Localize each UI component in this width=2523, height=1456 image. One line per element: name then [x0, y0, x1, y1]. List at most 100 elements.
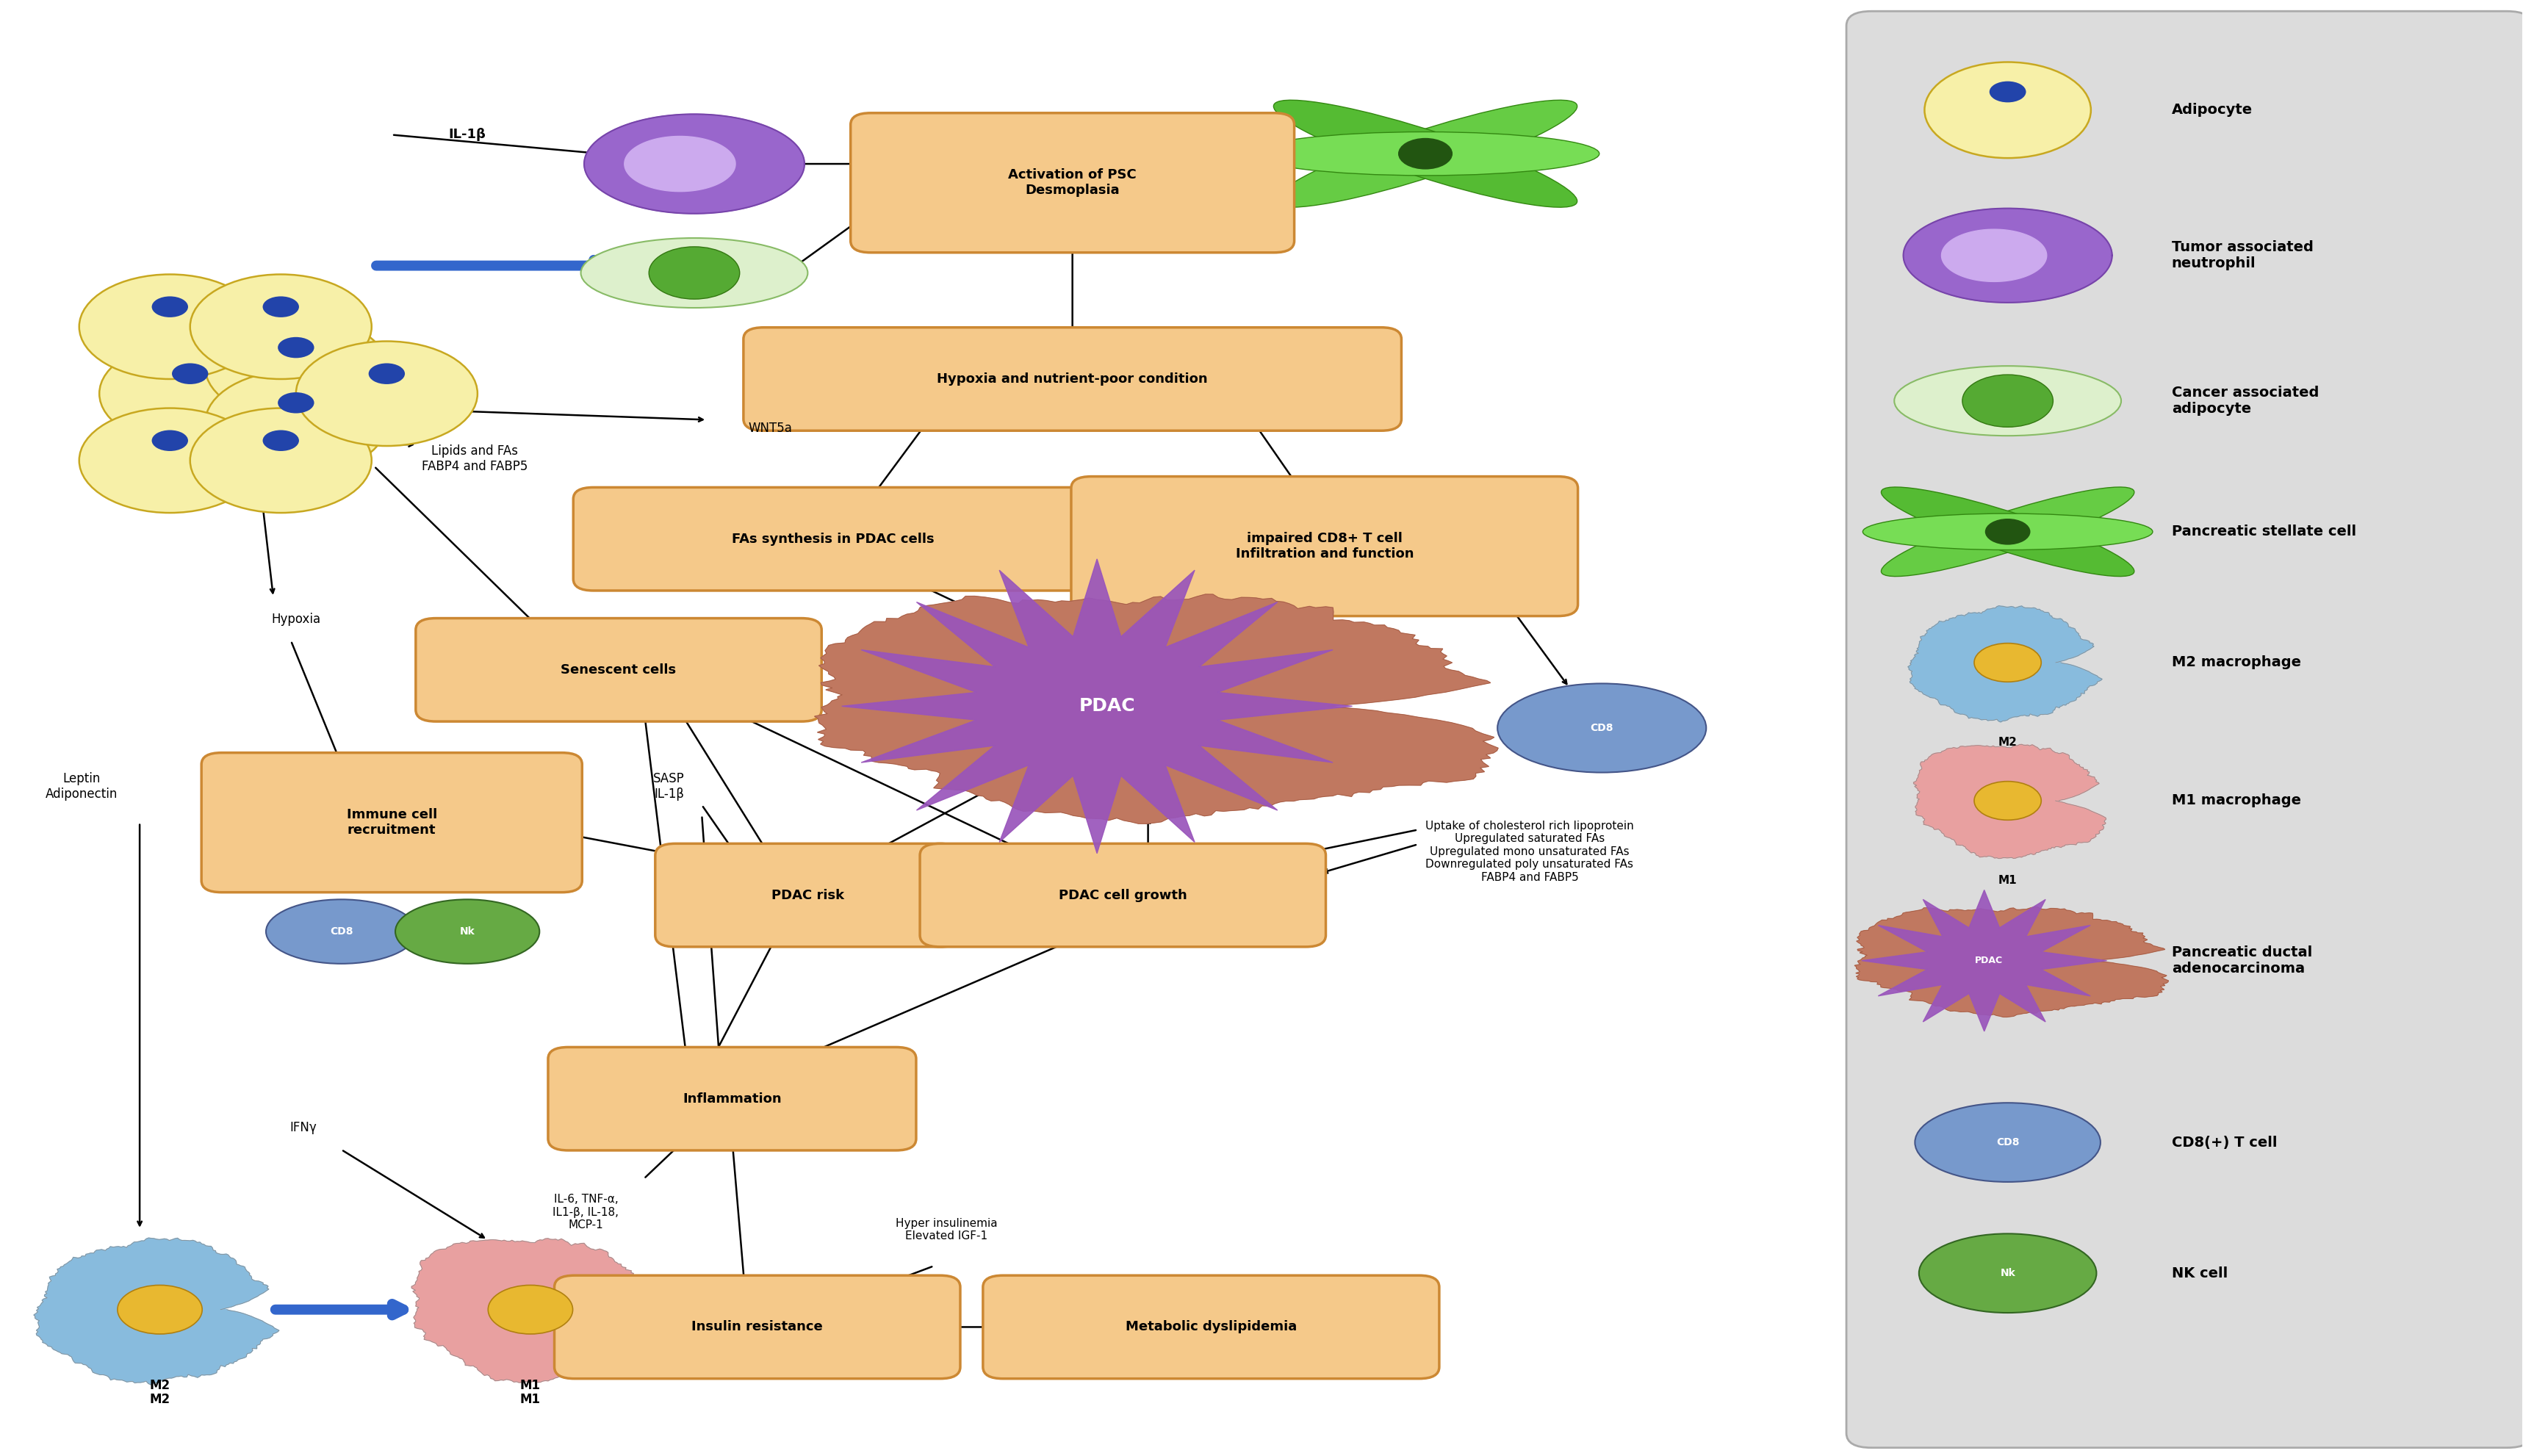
Circle shape: [151, 430, 189, 451]
Text: PDAC risk: PDAC risk: [772, 888, 845, 901]
Text: Metabolic dyslipidemia: Metabolic dyslipidemia: [1125, 1321, 1297, 1334]
Circle shape: [487, 1286, 573, 1334]
Text: SASP
IL-1β: SASP IL-1β: [653, 772, 684, 801]
Text: Insulin resistance: Insulin resistance: [691, 1321, 822, 1334]
Text: PDAC: PDAC: [1080, 697, 1135, 715]
Text: CD8: CD8: [1589, 722, 1612, 734]
Text: M2: M2: [1998, 737, 2018, 748]
Text: Inflammation: Inflammation: [684, 1092, 782, 1105]
Text: Leptin
Adiponectin: Leptin Adiponectin: [45, 772, 119, 801]
Circle shape: [1973, 782, 2041, 820]
Ellipse shape: [1274, 100, 1577, 207]
Text: M1 macrophage: M1 macrophage: [2172, 794, 2301, 808]
Ellipse shape: [396, 900, 540, 964]
Polygon shape: [1862, 890, 2107, 1031]
Circle shape: [1963, 374, 2054, 427]
Polygon shape: [1854, 907, 2167, 1018]
FancyBboxPatch shape: [202, 753, 583, 893]
Ellipse shape: [1251, 132, 1600, 176]
Text: PDAC: PDAC: [1976, 955, 2003, 965]
Circle shape: [648, 246, 739, 298]
Polygon shape: [843, 559, 1352, 853]
Polygon shape: [1902, 208, 2112, 303]
Polygon shape: [815, 594, 1499, 824]
Ellipse shape: [1862, 514, 2152, 550]
FancyBboxPatch shape: [573, 488, 1092, 591]
Text: IL-6, TNF-α,
IL1-β, IL-18,
MCP-1: IL-6, TNF-α, IL1-β, IL-18, MCP-1: [553, 1194, 618, 1230]
Text: CD8: CD8: [1996, 1137, 2018, 1147]
Text: Lipids and FAs
FABP4 and FABP5: Lipids and FAs FABP4 and FABP5: [421, 444, 527, 473]
Text: IFNγ: IFNγ: [290, 1121, 318, 1134]
Ellipse shape: [1499, 683, 1706, 773]
Circle shape: [262, 430, 300, 451]
Circle shape: [295, 341, 477, 446]
Circle shape: [78, 408, 260, 513]
Circle shape: [368, 363, 404, 384]
Ellipse shape: [1882, 488, 2134, 577]
FancyBboxPatch shape: [1072, 476, 1577, 616]
Text: Tumor associated
neutrophil: Tumor associated neutrophil: [2172, 240, 2314, 271]
Circle shape: [204, 370, 386, 475]
FancyBboxPatch shape: [1847, 12, 2523, 1447]
Text: NK cell: NK cell: [2172, 1267, 2228, 1280]
FancyBboxPatch shape: [555, 1275, 961, 1379]
FancyBboxPatch shape: [416, 619, 822, 722]
Polygon shape: [33, 1238, 280, 1385]
Circle shape: [278, 392, 315, 414]
Circle shape: [172, 363, 209, 384]
Text: Uptake of cholesterol rich lipoprotein
Upregulated saturated FAs
Upregulated mon: Uptake of cholesterol rich lipoprotein U…: [1425, 821, 1635, 882]
Text: Pancreatic ductal
adenocarcinoma: Pancreatic ductal adenocarcinoma: [2172, 945, 2311, 976]
Text: M1: M1: [520, 1393, 540, 1406]
Circle shape: [204, 314, 386, 419]
Text: Activation of PSC
Desmoplasia: Activation of PSC Desmoplasia: [1009, 169, 1138, 197]
Polygon shape: [623, 137, 737, 192]
FancyBboxPatch shape: [850, 114, 1294, 252]
Text: M1: M1: [1998, 875, 2016, 887]
Circle shape: [1986, 518, 2031, 545]
Circle shape: [119, 1286, 202, 1334]
Text: FAs synthesis in PDAC cells: FAs synthesis in PDAC cells: [732, 533, 934, 546]
Circle shape: [278, 336, 315, 358]
Text: PDAC cell growth: PDAC cell growth: [1060, 888, 1186, 901]
Circle shape: [1991, 82, 2026, 102]
Circle shape: [151, 297, 189, 317]
FancyBboxPatch shape: [921, 843, 1325, 946]
Ellipse shape: [580, 237, 807, 307]
Text: WNT5a: WNT5a: [747, 422, 792, 435]
FancyBboxPatch shape: [744, 328, 1400, 431]
Ellipse shape: [1895, 365, 2122, 435]
Circle shape: [1973, 644, 2041, 681]
Text: Nk: Nk: [2001, 1268, 2016, 1278]
Text: CD8: CD8: [331, 926, 353, 936]
Text: Immune cell
recruitment: Immune cell recruitment: [346, 808, 436, 837]
Text: Hypoxia and nutrient-poor condition: Hypoxia and nutrient-poor condition: [936, 373, 1209, 386]
Ellipse shape: [1915, 1102, 2102, 1182]
FancyBboxPatch shape: [547, 1047, 916, 1150]
Text: Senescent cells: Senescent cells: [560, 664, 676, 677]
FancyBboxPatch shape: [656, 843, 961, 946]
Text: M2 macrophage: M2 macrophage: [2172, 655, 2301, 670]
Ellipse shape: [265, 900, 416, 964]
Text: Hyper insulinemia
Elevated IGF-1: Hyper insulinemia Elevated IGF-1: [896, 1217, 997, 1242]
Ellipse shape: [1920, 1233, 2097, 1313]
Text: CD8(+) T cell: CD8(+) T cell: [2172, 1136, 2276, 1149]
Ellipse shape: [1882, 488, 2134, 577]
Text: Adipocyte: Adipocyte: [2172, 103, 2253, 116]
Circle shape: [1398, 138, 1453, 169]
Text: Cancer associated
adipocyte: Cancer associated adipocyte: [2172, 386, 2319, 416]
Polygon shape: [1943, 229, 2046, 281]
Circle shape: [189, 408, 371, 513]
Polygon shape: [1907, 606, 2102, 722]
Polygon shape: [1912, 744, 2107, 859]
Text: Hypoxia: Hypoxia: [272, 613, 320, 626]
FancyBboxPatch shape: [984, 1275, 1438, 1379]
Text: Nk: Nk: [459, 926, 474, 936]
Text: M2: M2: [149, 1379, 169, 1392]
Text: M1: M1: [520, 1379, 540, 1392]
Text: M2: M2: [149, 1393, 169, 1406]
Circle shape: [78, 274, 260, 379]
Polygon shape: [585, 114, 805, 214]
Polygon shape: [411, 1239, 653, 1383]
Circle shape: [262, 297, 300, 317]
Circle shape: [1925, 63, 2092, 159]
